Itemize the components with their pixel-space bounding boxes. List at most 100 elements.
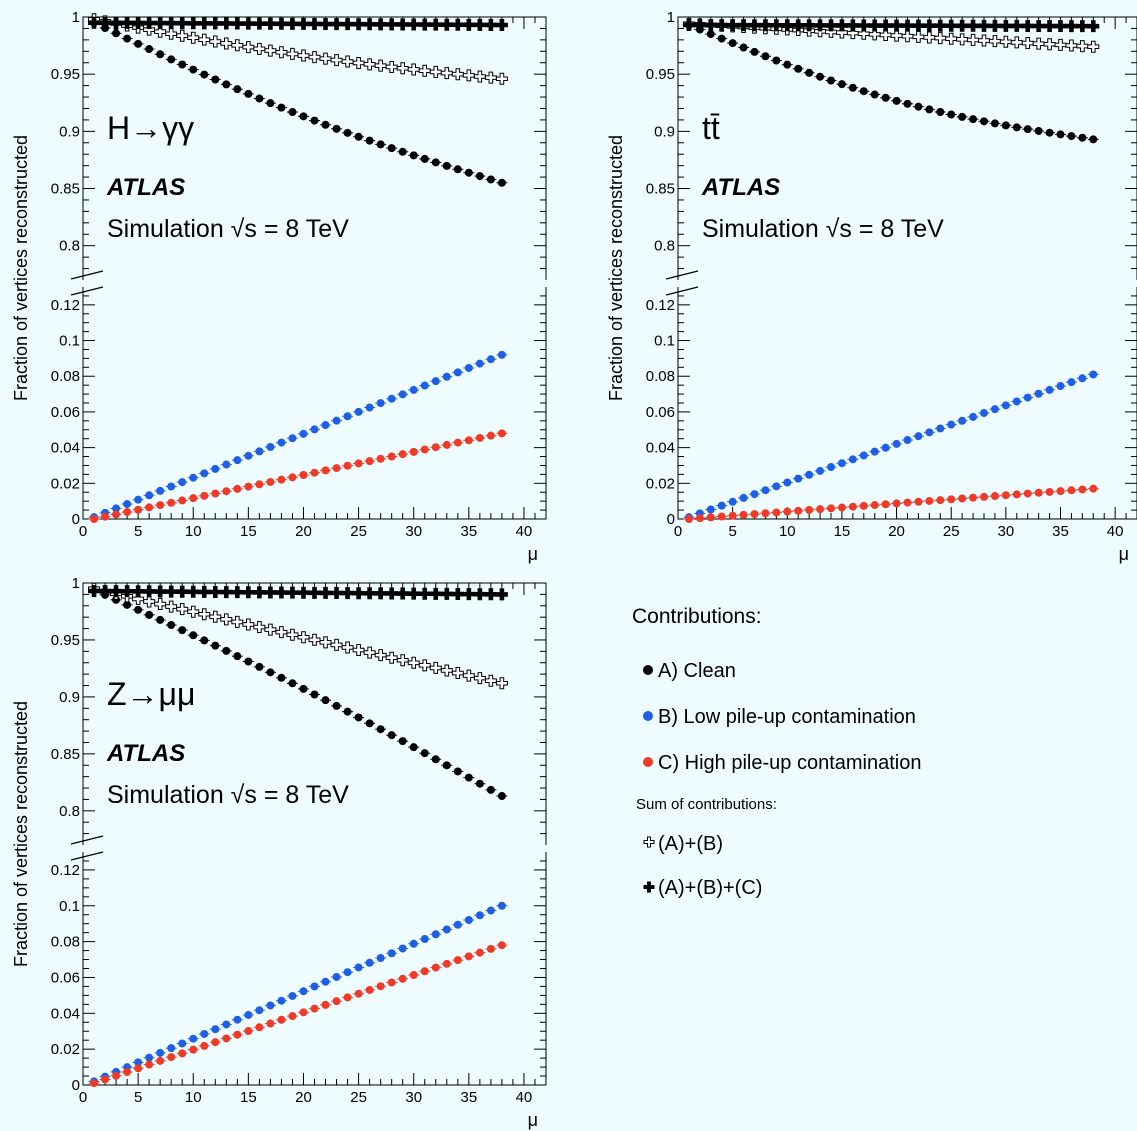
series-a-b-c bbox=[88, 16, 508, 32]
data-point bbox=[288, 434, 297, 443]
data-point bbox=[176, 585, 189, 598]
data-point bbox=[211, 1038, 220, 1047]
data-point bbox=[101, 512, 110, 521]
data-point bbox=[352, 18, 365, 31]
data-point bbox=[805, 505, 814, 514]
data-point bbox=[1056, 130, 1065, 139]
legend: Contributions: A) Clean B) Low pile-up c… bbox=[632, 605, 921, 899]
data-point bbox=[242, 41, 255, 54]
data-point bbox=[253, 42, 266, 55]
data-point bbox=[396, 18, 409, 31]
data-point bbox=[903, 498, 912, 507]
data-point bbox=[857, 19, 870, 32]
data-point bbox=[222, 460, 231, 469]
data-point bbox=[398, 974, 407, 983]
data-point bbox=[233, 456, 242, 465]
data-point bbox=[156, 501, 165, 510]
data-point bbox=[781, 19, 794, 32]
data-point bbox=[288, 1012, 297, 1021]
data-point bbox=[825, 19, 837, 32]
data-point bbox=[374, 59, 387, 72]
data-point bbox=[814, 19, 827, 32]
data-point bbox=[275, 46, 288, 59]
data-point bbox=[418, 18, 431, 31]
data-point bbox=[330, 587, 343, 600]
data-point bbox=[407, 18, 420, 31]
data-point bbox=[385, 587, 398, 600]
data-point bbox=[134, 39, 143, 48]
data-point bbox=[794, 506, 803, 515]
legend-marker-clean bbox=[643, 665, 653, 675]
data-point bbox=[189, 1045, 198, 1054]
x-tick-label: 20 bbox=[295, 523, 312, 540]
legend-sum-title: Sum of contributions: bbox=[636, 796, 777, 813]
data-point bbox=[442, 959, 451, 968]
data-point bbox=[299, 987, 308, 996]
data-point bbox=[398, 450, 407, 459]
data-point bbox=[945, 32, 958, 45]
data-point bbox=[1078, 374, 1087, 383]
data-point bbox=[134, 1058, 143, 1067]
data-point bbox=[999, 19, 1012, 32]
y-tick-label-lower: 0 bbox=[72, 1077, 80, 1094]
data-point bbox=[211, 464, 220, 473]
data-point bbox=[233, 85, 242, 94]
data-point bbox=[343, 707, 352, 716]
data-point bbox=[453, 165, 462, 174]
data-point bbox=[299, 1008, 308, 1017]
data-point bbox=[497, 350, 506, 359]
data-point bbox=[1089, 484, 1098, 493]
data-point bbox=[1043, 38, 1056, 51]
axis-break-mark bbox=[70, 835, 104, 845]
x-tick-label: 40 bbox=[516, 523, 533, 540]
data-point bbox=[770, 19, 783, 32]
data-point bbox=[759, 19, 772, 32]
data-point bbox=[365, 403, 374, 412]
data-point bbox=[244, 1010, 253, 1019]
data-point bbox=[200, 636, 209, 645]
data-point bbox=[462, 18, 475, 31]
data-point bbox=[956, 33, 969, 46]
data-point bbox=[881, 443, 890, 452]
data-point bbox=[220, 586, 233, 599]
data-point bbox=[473, 588, 486, 601]
data-point bbox=[264, 44, 277, 57]
data-point bbox=[178, 496, 187, 505]
legend-marker-sum-abc bbox=[643, 881, 655, 893]
data-point bbox=[440, 587, 453, 600]
data-point bbox=[486, 175, 495, 184]
data-point bbox=[200, 1029, 209, 1038]
process-label: H→γγ bbox=[107, 110, 194, 146]
data-point bbox=[495, 588, 508, 601]
data-point bbox=[242, 17, 255, 30]
data-point bbox=[231, 586, 244, 599]
data-point bbox=[792, 19, 805, 32]
data-point bbox=[330, 54, 343, 67]
legend-label-low-pileup: B) Low pile-up contamination bbox=[658, 706, 916, 728]
data-point bbox=[310, 690, 319, 699]
data-point bbox=[475, 911, 484, 920]
data-point bbox=[1087, 40, 1100, 53]
data-point bbox=[165, 600, 178, 613]
data-point bbox=[1023, 125, 1032, 134]
data-point bbox=[343, 461, 352, 470]
data-point bbox=[253, 621, 266, 634]
data-point bbox=[431, 930, 440, 939]
data-point bbox=[495, 677, 508, 690]
data-point bbox=[165, 27, 178, 40]
data-point bbox=[497, 941, 506, 950]
data-point bbox=[912, 19, 925, 32]
data-point bbox=[244, 451, 253, 460]
data-point bbox=[220, 613, 233, 626]
data-point bbox=[343, 993, 352, 1002]
data-point bbox=[486, 906, 495, 915]
data-point bbox=[308, 586, 321, 599]
data-point bbox=[497, 792, 506, 801]
data-point bbox=[475, 948, 484, 957]
x-tick-label: 5 bbox=[728, 523, 736, 540]
data-point bbox=[253, 586, 266, 599]
data-point bbox=[429, 587, 442, 600]
data-point bbox=[264, 17, 277, 30]
data-point bbox=[209, 17, 222, 30]
atlas-label: ATLAS bbox=[701, 174, 780, 201]
